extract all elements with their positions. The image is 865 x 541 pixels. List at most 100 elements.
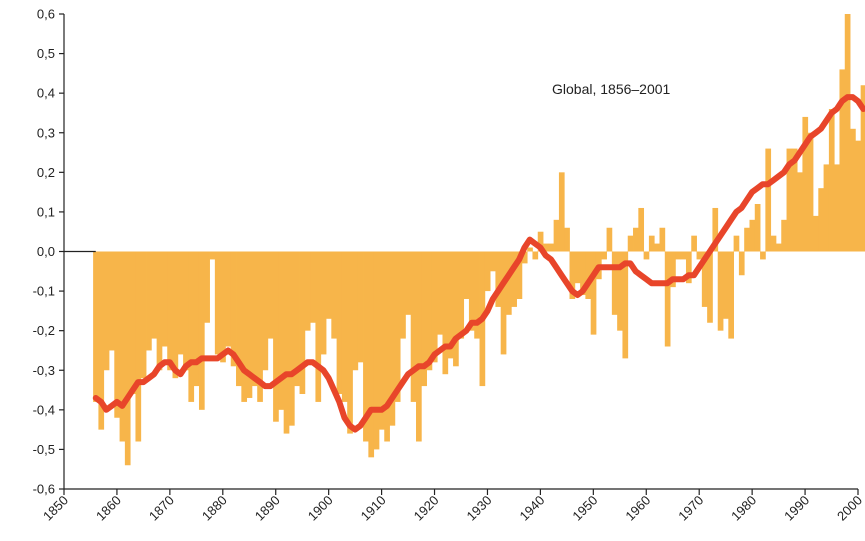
bar-1961 xyxy=(648,235,655,252)
bar-1857 xyxy=(98,251,105,430)
bar-1984 xyxy=(770,235,777,252)
bar-1995 xyxy=(828,109,835,252)
bar-1871 xyxy=(172,251,179,379)
bar-1894 xyxy=(294,251,300,387)
bar-1893 xyxy=(288,251,295,426)
bar-1950 xyxy=(590,251,597,335)
smoothed-line-layer xyxy=(92,94,865,433)
y-tick-label: -0,1 xyxy=(33,284,55,299)
bar-1900 xyxy=(326,251,332,319)
bar-1917 xyxy=(416,251,422,442)
bar-1914 xyxy=(400,251,406,339)
bar-1976 xyxy=(728,251,734,339)
bar-1886 xyxy=(251,251,258,387)
bar-1937 xyxy=(521,251,528,264)
x-tick-label: 1940 xyxy=(516,493,547,524)
bar-1856 xyxy=(93,251,99,402)
x-tick-label: 1980 xyxy=(728,493,759,524)
bar-1866 xyxy=(146,251,152,351)
bar-1970 xyxy=(696,251,703,260)
x-tick-label: 1890 xyxy=(252,493,283,524)
y-tick-label: -0,4 xyxy=(33,402,55,417)
bar-1874 xyxy=(188,251,195,402)
bar-1982 xyxy=(760,251,766,260)
bar-1981 xyxy=(754,204,761,252)
bar-1942 xyxy=(548,243,555,252)
bar-1916 xyxy=(410,251,417,402)
bar-1959 xyxy=(638,207,645,252)
bar-1990 xyxy=(802,116,809,252)
bar-1977 xyxy=(733,235,740,252)
x-tick-label: 1960 xyxy=(622,493,653,524)
bar-1988 xyxy=(791,148,798,252)
bar-1986 xyxy=(781,219,787,252)
bar-1934 xyxy=(505,251,512,315)
bar-1880 xyxy=(220,251,226,363)
bar-1955 xyxy=(617,251,623,331)
bar-1867 xyxy=(151,251,158,339)
bar-1870 xyxy=(167,251,173,371)
bar-1909 xyxy=(373,251,380,450)
bar-1897 xyxy=(310,251,316,323)
x-tick-label: 1910 xyxy=(358,493,389,524)
bar-1980 xyxy=(749,219,756,252)
smoothed-trend-line xyxy=(92,94,865,433)
bar-1978 xyxy=(738,251,745,276)
bar-1935 xyxy=(511,251,517,307)
bar-1944 xyxy=(558,172,565,252)
bar-1948 xyxy=(580,251,586,296)
bar-1910 xyxy=(378,251,385,430)
bar-1926 xyxy=(463,251,470,299)
bar-1946 xyxy=(569,251,576,299)
bar-1958 xyxy=(633,227,639,252)
x-tick-label: 2000 xyxy=(834,493,865,524)
bar-1930 xyxy=(484,251,491,292)
bar-1968 xyxy=(685,251,692,284)
x-tick-label: 1920 xyxy=(411,493,442,524)
bar-1974 xyxy=(717,251,724,331)
y-tick-label: -0,3 xyxy=(33,363,55,378)
bar-1876 xyxy=(198,251,205,410)
bar-1858 xyxy=(103,251,110,371)
bar-1962 xyxy=(654,243,660,252)
bar-1865 xyxy=(140,251,147,379)
bar-1975 xyxy=(723,251,729,319)
bar-1922 xyxy=(442,251,449,375)
y-tick-label: -0,5 xyxy=(33,442,55,457)
x-tick-label: 1990 xyxy=(781,493,812,524)
bar-1998 xyxy=(844,14,851,252)
bar-1881 xyxy=(225,251,232,347)
bar-1965 xyxy=(670,251,676,288)
bar-1936 xyxy=(516,251,523,299)
bar-1898 xyxy=(315,251,322,402)
bar-1941 xyxy=(543,243,549,252)
bar-1993 xyxy=(818,188,824,252)
x-tick-label: 1880 xyxy=(199,493,230,524)
bar-1953 xyxy=(606,227,613,252)
bar-1928 xyxy=(474,251,480,339)
bar-1895 xyxy=(299,251,306,394)
bar-1933 xyxy=(500,251,507,355)
bar-1987 xyxy=(786,148,793,252)
bar-1888 xyxy=(262,251,269,371)
chart-annotation: Global, 1856–2001 xyxy=(552,81,671,97)
bar-1891 xyxy=(278,251,285,410)
y-tick-label: 0,1 xyxy=(37,204,55,219)
bar-1907 xyxy=(363,251,369,442)
bar-1947 xyxy=(574,251,581,284)
bar-1921 xyxy=(437,251,443,335)
x-tick-label: 1930 xyxy=(464,493,495,524)
x-tick-label: 1850 xyxy=(40,493,71,524)
bar-1949 xyxy=(585,251,592,299)
bar-1925 xyxy=(458,251,465,339)
x-tick-label: 1860 xyxy=(93,493,124,524)
bar-1983 xyxy=(765,148,772,252)
x-tick-label: 1970 xyxy=(675,493,706,524)
y-tick-label: 0,3 xyxy=(37,125,55,140)
y-tick-label: 0,4 xyxy=(37,86,55,101)
bar-1908 xyxy=(368,251,375,458)
x-tick-label: 1870 xyxy=(146,493,177,524)
bar-1932 xyxy=(495,251,502,307)
bar-1903 xyxy=(341,251,348,402)
